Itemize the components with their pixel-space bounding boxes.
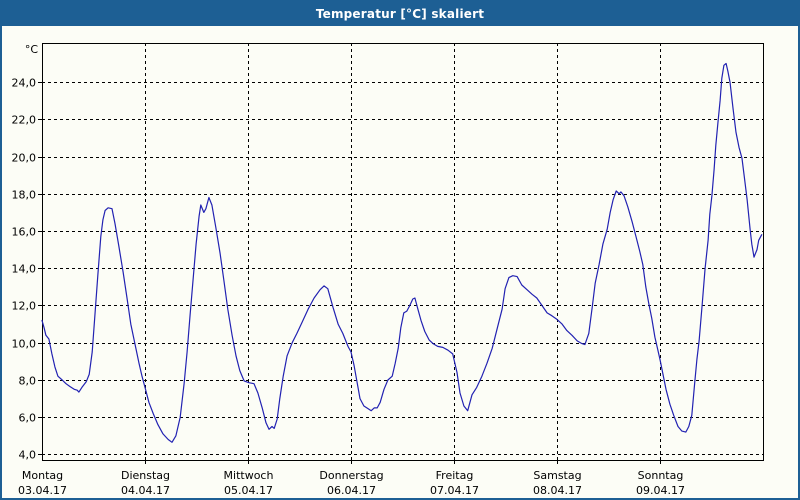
y-axis-tick-label: 10,0 <box>12 338 37 351</box>
y-axis-tick-label: 8,0 <box>19 375 37 388</box>
y-axis-unit-label: °C <box>25 43 39 56</box>
temperature-chart: 4,0 6,0 8,0 10,0 12,0 14,0 16,0 18,0 20,0 22,0 24,… <box>12 43 764 497</box>
chart-area: 4,0 6,0 8,0 10,0 12,0 14,0 16,0 18,0 20,0 22,0 24,… <box>2 26 798 498</box>
y-axis-tick-label: 14,0 <box>12 263 37 276</box>
y-axis-tick-label: 24,0 <box>12 77 37 90</box>
y-axis-tick-label: 6,0 <box>19 412 37 425</box>
x-axis-date-label: 05.04.17 <box>224 484 273 497</box>
title-bar[interactable]: Temperatur [°C] skaliert <box>2 2 798 26</box>
y-axis-tick-label: 12,0 <box>12 300 37 313</box>
x-axis-weekday-label: Montag <box>22 469 63 482</box>
x-axis-weekday-label: Freitag <box>436 469 474 482</box>
y-axis-tick-label: 20,0 <box>12 152 37 165</box>
window-title: Temperatur [°C] skaliert <box>315 7 485 21</box>
x-axis-date-label: 03.04.17 <box>18 484 67 497</box>
x-axis-weekday-label: Samstag <box>533 469 581 482</box>
x-axis-date-label: 06.04.17 <box>327 484 376 497</box>
x-axis-weekday-label: Dienstag <box>121 469 170 482</box>
x-axis-weekday-label: Donnerstag <box>319 469 383 482</box>
x-axis-weekday-label: Sonntag <box>638 469 684 482</box>
x-axis-date-label: 04.04.17 <box>121 484 170 497</box>
y-axis-tick-label: 16,0 <box>12 226 37 239</box>
x-axis-date-label: 07.04.17 <box>430 484 479 497</box>
plot-border <box>42 43 764 461</box>
y-axis-tick-label: 18,0 <box>12 189 37 202</box>
y-axis-tick-label: 4,0 <box>19 449 37 462</box>
x-axis-date-label: 09.04.17 <box>636 484 685 497</box>
x-axis-weekday-label: Mittwoch <box>224 469 274 482</box>
y-axis-tick-label: 22,0 <box>12 114 37 127</box>
x-axis-date-label: 08.04.17 <box>533 484 582 497</box>
temperature-line <box>41 62 763 443</box>
